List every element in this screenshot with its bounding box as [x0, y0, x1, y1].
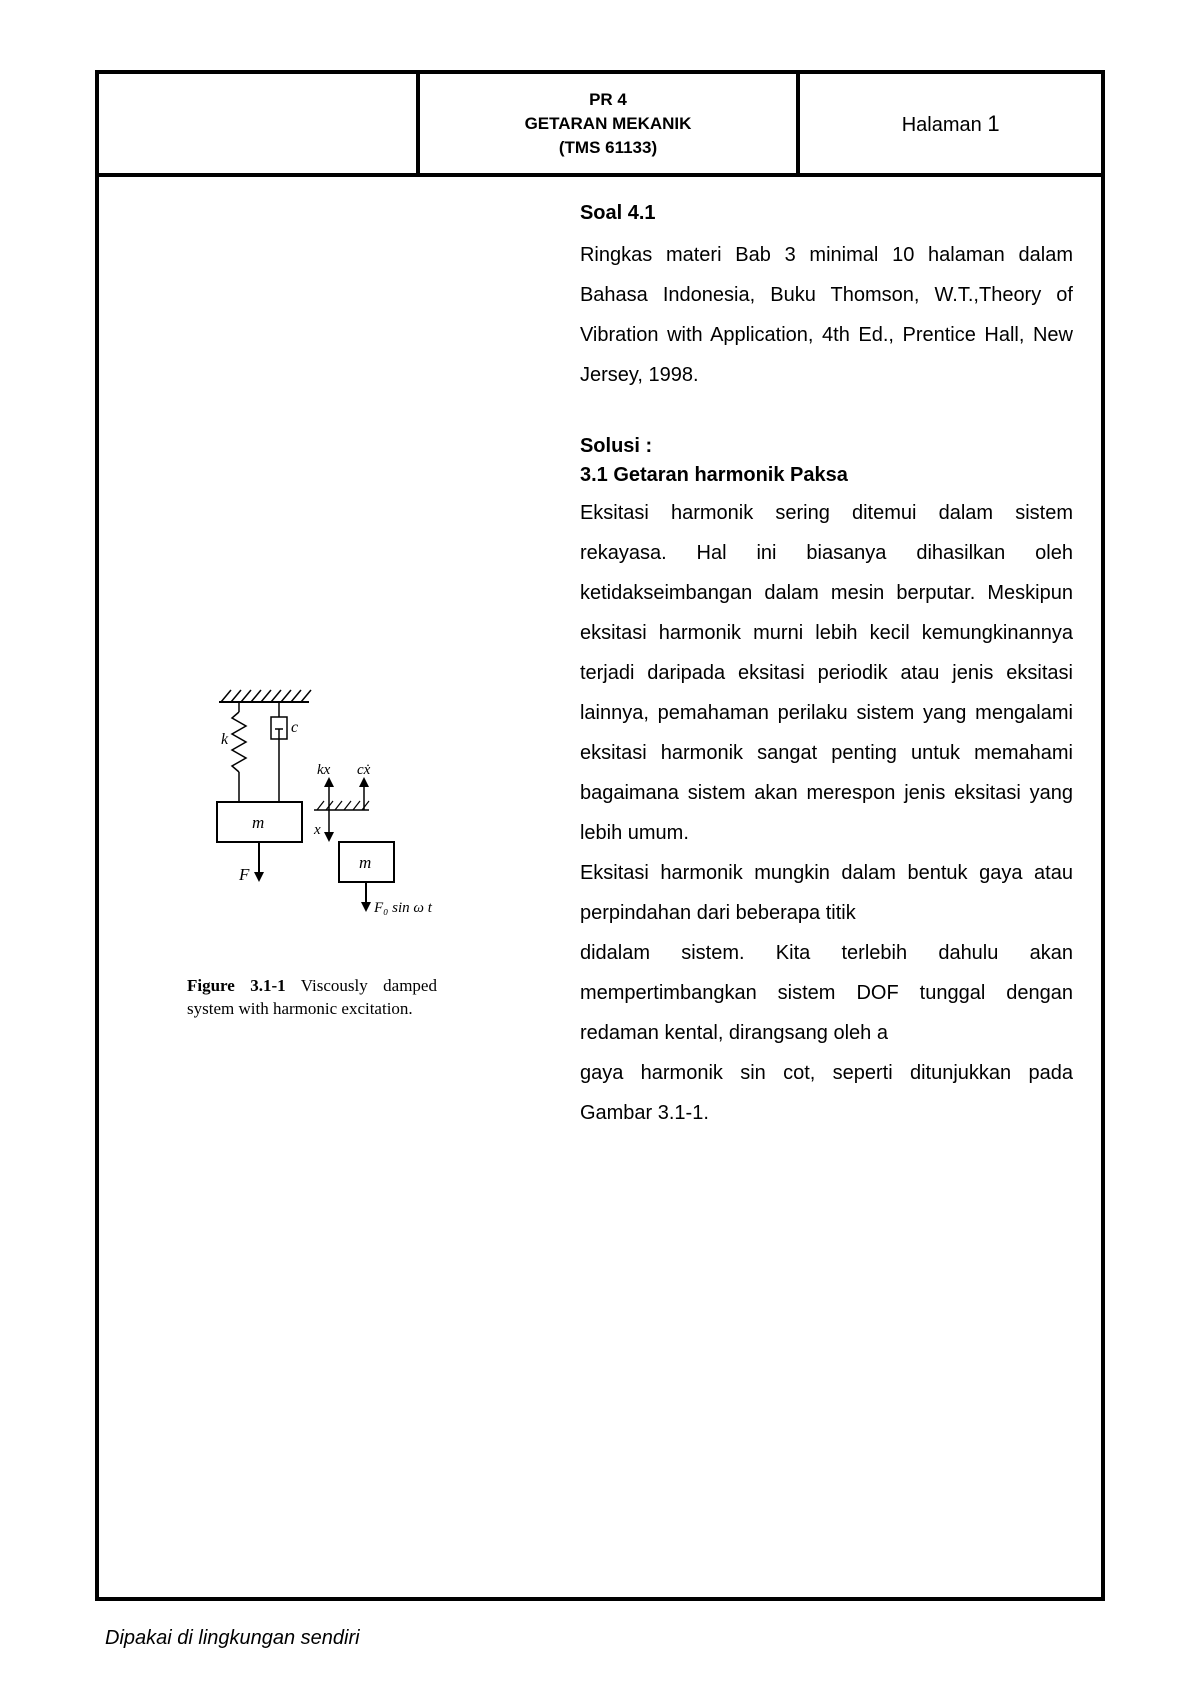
- figure-caption: Figure 3.1-1 Viscously damped system wit…: [187, 975, 437, 1021]
- label-x: x: [313, 822, 321, 838]
- figure-wrap: k c m F: [179, 682, 459, 1021]
- header-line3: (TMS 61133): [559, 136, 657, 160]
- figure-diagram: k c m F: [179, 682, 459, 962]
- page-label-wrap: Halaman 1: [902, 111, 1000, 137]
- label-kx: kx: [317, 762, 331, 778]
- soal-title: Soal 4.1: [580, 202, 1073, 225]
- solusi-p1: Eksitasi harmonik sering ditemui dalam s…: [580, 493, 1073, 853]
- page-label: Halaman: [902, 114, 982, 136]
- header-left-cell: [99, 74, 420, 173]
- soal-text: Ringkas materi Bab 3 minimal 10 halaman …: [580, 235, 1073, 395]
- footer-text: Dipakai di lingkungan sendiri: [105, 1627, 360, 1650]
- label-m1: m: [252, 813, 264, 832]
- label-F0: F₀ sin ω t: [373, 900, 433, 916]
- content-left-column: k c m F: [99, 177, 580, 1597]
- solusi-p4: gaya harmonik sin cot, seperti ditunjukk…: [580, 1053, 1073, 1133]
- solusi-p3: didalam sistem. Kita terlebih dahulu aka…: [580, 933, 1073, 1053]
- solusi-subsection: 3.1 Getaran harmonik Paksa: [580, 464, 1073, 487]
- solusi-label: Solusi :: [580, 435, 1073, 458]
- header-right-cell: Halaman 1: [800, 74, 1101, 173]
- label-cx: cẋ: [357, 762, 371, 778]
- content-row: k c m F: [99, 177, 1101, 1597]
- solusi-p2: Eksitasi harmonik mungkin dalam bentuk g…: [580, 853, 1073, 933]
- label-c: c: [291, 719, 298, 736]
- document-border: PR 4 GETARAN MEKANIK (TMS 61133) Halaman…: [95, 70, 1105, 1601]
- content-right-column: Soal 4.1 Ringkas materi Bab 3 minimal 10…: [580, 177, 1101, 1597]
- label-m2: m: [359, 853, 371, 872]
- figure-number: Figure 3.1-1: [187, 976, 286, 995]
- header-line2: GETARAN MEKANIK: [525, 112, 692, 136]
- label-k: k: [221, 731, 229, 748]
- header-row: PR 4 GETARAN MEKANIK (TMS 61133) Halaman…: [99, 74, 1101, 177]
- page-number: 1: [987, 111, 999, 136]
- header-line1: PR 4: [589, 88, 627, 112]
- header-center-cell: PR 4 GETARAN MEKANIK (TMS 61133): [420, 74, 801, 173]
- label-F: F: [238, 865, 250, 884]
